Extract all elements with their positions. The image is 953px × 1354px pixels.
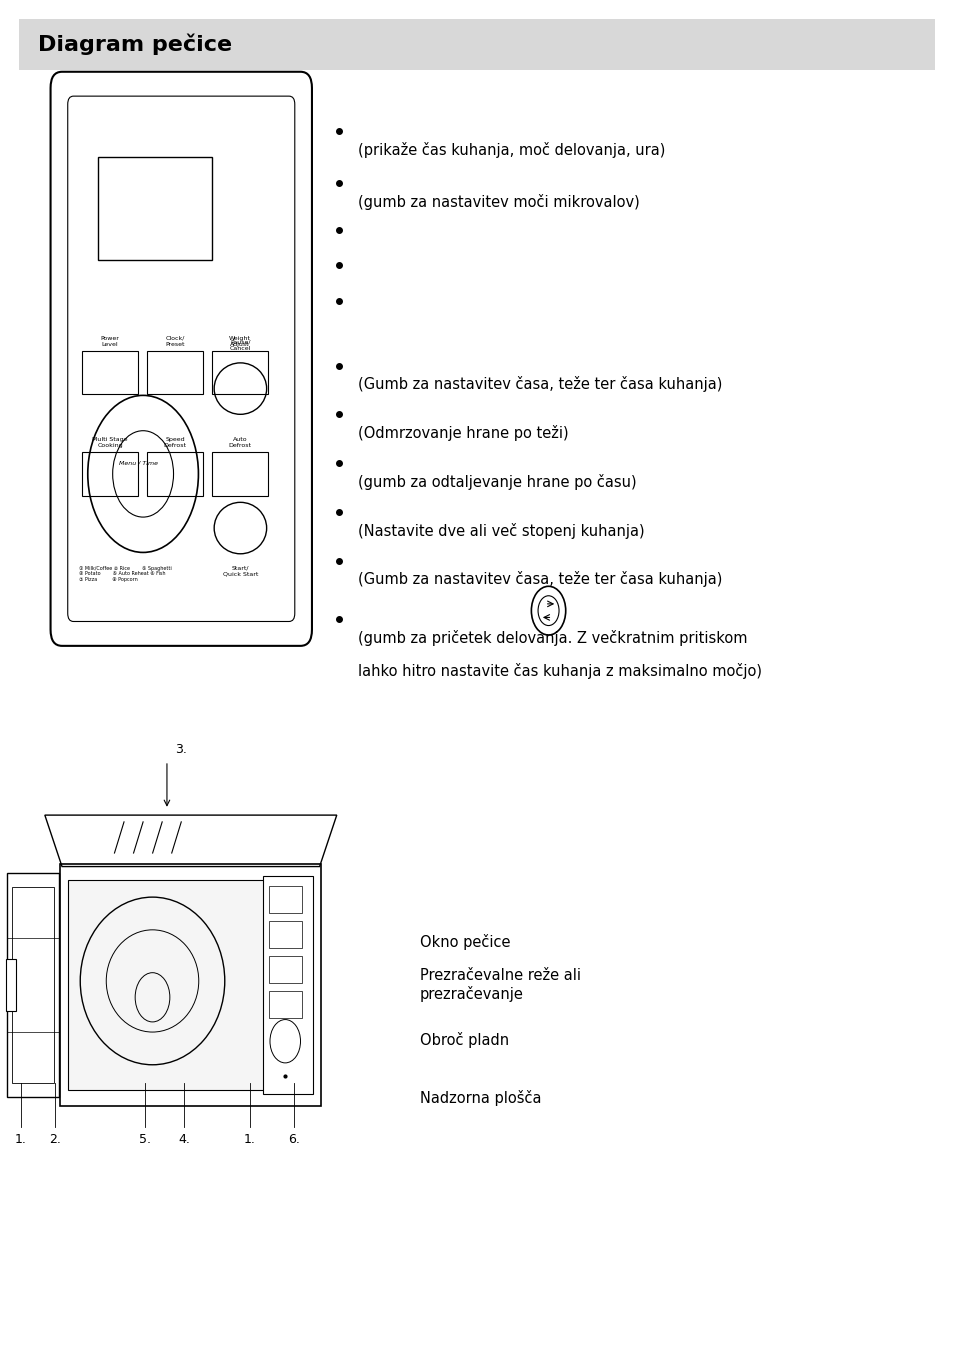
FancyBboxPatch shape [269, 921, 302, 948]
FancyBboxPatch shape [269, 991, 302, 1018]
FancyBboxPatch shape [51, 72, 312, 646]
FancyBboxPatch shape [68, 880, 264, 1090]
Text: Menu / Time: Menu / Time [119, 460, 157, 466]
FancyBboxPatch shape [212, 452, 268, 496]
Text: Power
Level: Power Level [101, 336, 119, 347]
Text: Obroč pladn: Obroč pladn [419, 1032, 508, 1048]
Text: 2.: 2. [50, 1133, 61, 1147]
Text: Weight
Adjust: Weight Adjust [229, 336, 251, 347]
FancyBboxPatch shape [269, 886, 302, 913]
Text: 4.: 4. [178, 1133, 190, 1147]
Text: Clock/
Preset: Clock/ Preset [165, 336, 185, 347]
FancyBboxPatch shape [147, 452, 203, 496]
Text: Okno pečice: Okno pečice [419, 934, 510, 951]
Text: (Gumb za nastavitev časa, teže ter časa kuhanja): (Gumb za nastavitev časa, teže ter časa … [357, 376, 721, 393]
Text: Start/
Quick Start: Start/ Quick Start [222, 566, 258, 577]
FancyBboxPatch shape [82, 452, 138, 496]
Text: ① Milk/Coffee ② Rice        ⑤ Spaghetti
④ Potato        ⑤ Auto Reheat ⑥ Fish
⑦ P: ① Milk/Coffee ② Rice ⑤ Spaghetti ④ Potat… [79, 566, 172, 582]
Text: Prezračevalne reže ali
prezračevanje: Prezračevalne reže ali prezračevanje [419, 968, 580, 1002]
Text: 1.: 1. [244, 1133, 255, 1147]
Text: Nadzorna plošča: Nadzorna plošča [419, 1090, 540, 1106]
Text: (Nastavite dve ali več stopenj kuhanja): (Nastavite dve ali več stopenj kuhanja) [357, 523, 643, 539]
Text: (gumb za odtaljevanje hrane po času): (gumb za odtaljevanje hrane po času) [357, 474, 636, 490]
Text: Diagram pečice: Diagram pečice [38, 34, 232, 56]
Text: 1.: 1. [15, 1133, 27, 1147]
FancyBboxPatch shape [6, 959, 16, 1010]
Text: 3.: 3. [174, 742, 186, 756]
FancyBboxPatch shape [68, 96, 294, 621]
FancyBboxPatch shape [60, 864, 321, 1106]
Text: 5.: 5. [139, 1133, 151, 1147]
Text: 6.: 6. [288, 1133, 299, 1147]
FancyBboxPatch shape [269, 956, 302, 983]
FancyBboxPatch shape [82, 351, 138, 394]
FancyBboxPatch shape [147, 351, 203, 394]
Text: (gumb za nastavitev moči mikrovalov): (gumb za nastavitev moči mikrovalov) [357, 194, 639, 210]
Text: lahko hitro nastavite čas kuhanja z maksimalno močjo): lahko hitro nastavite čas kuhanja z maks… [357, 663, 760, 680]
Text: (prikaže čas kuhanja, moč delovanja, ura): (prikaže čas kuhanja, moč delovanja, ura… [357, 142, 664, 158]
Text: Pause/
Cancel: Pause/ Cancel [230, 340, 251, 351]
Text: (Odmrzovanje hrane po teži): (Odmrzovanje hrane po teži) [357, 425, 568, 441]
Text: (gumb za pričetek delovanja. Z večkratnim pritiskom: (gumb za pričetek delovanja. Z večkratni… [357, 630, 746, 646]
FancyBboxPatch shape [19, 19, 934, 70]
Text: Speed
Defrost: Speed Defrost [163, 437, 187, 448]
FancyBboxPatch shape [212, 351, 268, 394]
Text: Auto
Defrost: Auto Defrost [228, 437, 252, 448]
FancyBboxPatch shape [98, 157, 212, 260]
Text: Multi Stage
Cooking: Multi Stage Cooking [92, 437, 128, 448]
Text: (Gumb za nastavitev časa, teže ter časa kuhanja): (Gumb za nastavitev časa, teže ter časa … [357, 571, 721, 588]
FancyBboxPatch shape [263, 876, 313, 1094]
